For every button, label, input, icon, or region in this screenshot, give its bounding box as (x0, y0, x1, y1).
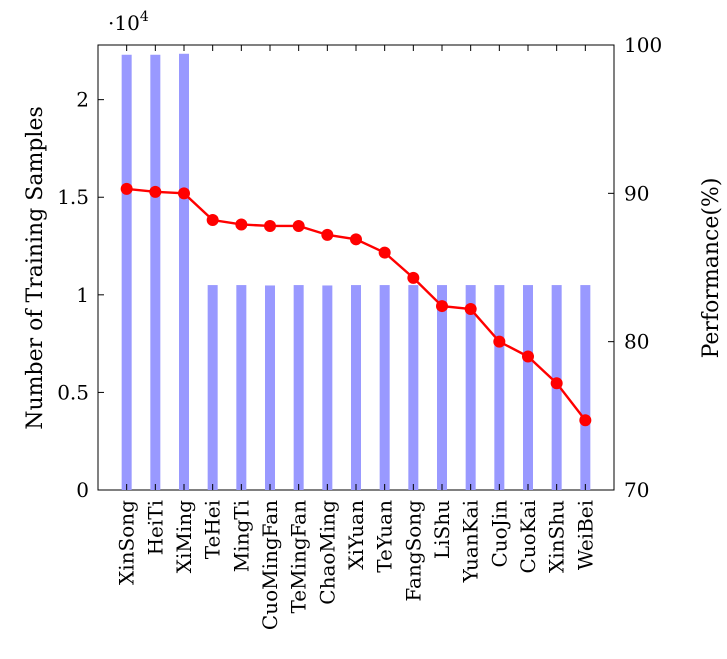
performance-point-CuoKai (522, 350, 534, 363)
bar-CuoKai (523, 285, 533, 490)
right-axis: 70 80 90 100 (608, 33, 662, 502)
left-tick-label: 1.5 (57, 185, 89, 209)
bar-series (121, 53, 591, 490)
category-label-ChaoMing: ChaoMing (315, 500, 339, 605)
bar-XinSong (121, 54, 132, 490)
performance-point-LiShu (436, 300, 448, 313)
performance-point-XiYuan (350, 233, 362, 246)
category-label-XinSong: XinSong (115, 500, 139, 585)
category-label-WeiBei: WeiBei (573, 500, 597, 570)
left-axis-title: Number of Training Samples (23, 106, 48, 430)
category-label-HeiTi: HeiTi (143, 500, 167, 555)
bar-LiShu (437, 285, 447, 490)
performance-point-HeiTi (149, 185, 162, 198)
line-series (120, 182, 592, 427)
bar-XiMing (179, 53, 189, 490)
category-label-YuanKai: YuanKai (459, 500, 483, 583)
performance-point-XinSong (120, 182, 133, 195)
bar-TeYuan (379, 285, 390, 490)
bar-CuoJin (494, 285, 505, 490)
right-tick-label: 80 (624, 330, 649, 354)
bar-HeiTi (150, 54, 161, 490)
performance-point-MingTi (235, 218, 248, 231)
bar-TeMingFan (293, 285, 304, 490)
left-axis: 0 0.5 1 1.5 2 (57, 88, 104, 502)
performance-point-TeYuan (378, 246, 391, 259)
left-tick-label: 0.5 (57, 380, 89, 404)
left-tick-label: 2 (76, 88, 89, 112)
category-label-TeMingFan: TeMingFan (287, 500, 311, 614)
performance-point-ChaoMing (321, 228, 334, 241)
performance-point-TeMingFan (292, 219, 305, 232)
bar-YuanKai (465, 285, 476, 490)
category-axis: XinSong HeiTi XiMing TeHei MingTi CuoMingFan T… (115, 45, 597, 630)
bar-XiYuan (351, 285, 361, 490)
performance-point-WeiBei (579, 414, 592, 427)
bar-TeHei (207, 285, 218, 490)
right-tick-label: 70 (624, 478, 649, 502)
bar-WeiBei (580, 285, 591, 490)
category-label-CuoKai: CuoKai (516, 500, 540, 574)
right-axis-title: Performance(%) (699, 178, 724, 359)
performance-point-XiMing (178, 187, 190, 200)
performance-point-XinShu (550, 377, 563, 390)
bar-CuoMingFan (265, 285, 275, 490)
category-label-CuoMingFan: CuoMingFan (258, 500, 282, 630)
right-tick-label: 100 (624, 33, 662, 57)
performance-point-TeHei (206, 214, 219, 227)
left-axis-scale-label: ·104 (108, 9, 149, 35)
performance-point-CuoMingFan (264, 219, 276, 232)
right-tick-label: 90 (624, 181, 649, 205)
performance-point-YuanKai (464, 303, 477, 316)
category-label-XinShu: XinShu (545, 500, 569, 573)
category-label-TeHei: TeHei (201, 500, 225, 559)
category-label-XiYuan: XiYuan (344, 500, 368, 570)
left-tick-label: 0 (76, 478, 89, 502)
bar-ChaoMing (322, 285, 333, 490)
category-label-FangSong: FangSong (401, 500, 425, 602)
bar-FangSong (408, 285, 419, 490)
category-label-LiShu: LiShu (430, 500, 454, 559)
performance-point-CuoJin (493, 335, 506, 348)
category-label-XiMing: XiMing (172, 500, 196, 573)
category-label-MingTi: MingTi (229, 500, 253, 572)
left-tick-label: 1 (76, 283, 89, 307)
bar-MingTi (236, 285, 247, 490)
category-label-TeYuan: TeYuan (373, 500, 397, 573)
performance-point-FangSong (407, 271, 420, 284)
category-label-CuoJin: CuoJin (487, 500, 511, 568)
